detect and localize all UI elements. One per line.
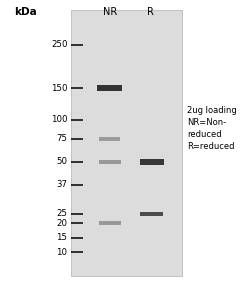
FancyBboxPatch shape (100, 137, 120, 141)
Text: 250: 250 (51, 40, 67, 49)
Text: 150: 150 (51, 84, 67, 93)
Text: 20: 20 (56, 218, 67, 228)
Text: kDa: kDa (14, 7, 37, 17)
Text: 75: 75 (56, 134, 67, 143)
Text: 10: 10 (56, 247, 67, 257)
Text: 50: 50 (56, 157, 67, 166)
Text: R: R (147, 7, 154, 17)
FancyBboxPatch shape (71, 10, 182, 276)
FancyBboxPatch shape (140, 159, 164, 165)
Text: 37: 37 (56, 180, 67, 190)
FancyBboxPatch shape (140, 212, 163, 216)
Text: 100: 100 (51, 115, 67, 125)
Text: 15: 15 (56, 233, 67, 242)
FancyBboxPatch shape (99, 160, 120, 164)
Text: 2ug loading
NR=Non-
reduced
R=reduced: 2ug loading NR=Non- reduced R=reduced (187, 106, 236, 151)
Text: 25: 25 (56, 209, 67, 218)
FancyBboxPatch shape (97, 85, 122, 91)
Text: NR: NR (102, 7, 117, 17)
FancyBboxPatch shape (99, 221, 120, 225)
